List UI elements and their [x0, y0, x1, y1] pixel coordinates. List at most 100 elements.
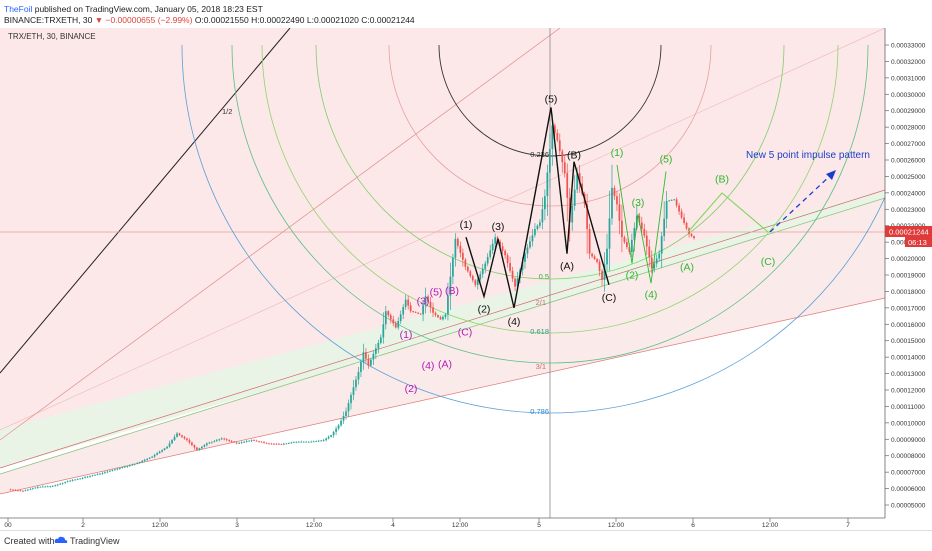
candle-body [230, 440, 233, 442]
candle-body [9, 489, 12, 491]
candle-body [46, 486, 49, 488]
price-tick-label: 0.00023000 [891, 207, 926, 214]
wave-label-black: (4) [508, 316, 521, 328]
open-value: O:0.00021550 [194, 15, 249, 25]
candle-body [412, 311, 415, 312]
waves-layer: (1)(2)(3)(4)(5)(A)(B)(C)(1)(2)(3)(4)(5)(… [400, 93, 776, 394]
candle-body [529, 241, 531, 248]
projected-abc-path [687, 192, 769, 233]
wave-label-purple: (3) [417, 295, 430, 307]
candle-body [287, 442, 290, 444]
candle-body [161, 449, 163, 452]
candle-body [322, 440, 325, 441]
price-tick-label: 0.00031000 [891, 75, 926, 82]
wave-label-black: (3) [492, 221, 505, 233]
fan-zone-lower [0, 198, 885, 494]
price-tick-label: 0.00017000 [891, 305, 926, 312]
candle-body [191, 442, 193, 446]
price-tick-label: 0.00009000 [891, 437, 926, 444]
candle-body [563, 162, 566, 174]
candle-body [305, 441, 308, 443]
candle-body [248, 440, 250, 442]
candle-body [116, 468, 119, 470]
price-chart[interactable]: 0.5 0.618 0.786 0.236 2/1 3/1 1/2 (1) (2)… [0, 28, 932, 530]
candle-body [186, 438, 188, 441]
candle-body [220, 438, 223, 440]
wave-path-black [465, 107, 610, 309]
symbol-line: BINANCE:TRXETH, 30 ▼ −0.00000655 (−2.99%… [4, 15, 415, 25]
candle-body [91, 475, 94, 477]
candle-body [539, 222, 541, 226]
candle-body [466, 266, 469, 272]
time-tick-label: 12:00 [152, 522, 169, 529]
candle-body [168, 443, 171, 447]
axes-layer: 0.00033000 0.00032000 0.00031000 0.00030000… [0, 28, 926, 529]
candle-body [133, 463, 136, 465]
time-tick-label: 2 [81, 522, 85, 529]
candle-body [320, 440, 323, 442]
candle-body [208, 442, 211, 444]
tradingview-brand[interactable]: TradingView [70, 536, 120, 546]
candle-body [439, 317, 442, 320]
time-tick-label: 4 [391, 522, 395, 529]
candle-body [374, 348, 377, 354]
wave-label-green: (B) [715, 174, 729, 186]
candle-body [41, 486, 44, 488]
wave-label-purple: (5) [430, 287, 443, 299]
candle-body [365, 352, 367, 359]
candle-body [138, 462, 141, 464]
candle-body [121, 467, 124, 469]
candle-body [203, 445, 206, 447]
candle-body [225, 439, 228, 441]
candle-body [543, 196, 546, 210]
published-line: TheFoil published on TradingView.com, Ja… [4, 4, 263, 14]
candle-body [447, 295, 449, 315]
chart-panel[interactable]: 0.5 0.618 0.786 0.236 2/1 3/1 1/2 (1) (2)… [0, 28, 932, 530]
price-tick-label: 0.00027000 [891, 141, 926, 148]
candle-body [223, 438, 226, 440]
wave-label-green: (5) [660, 154, 673, 166]
price-tick-label: 0.00019000 [891, 273, 926, 280]
candle-body [399, 314, 402, 321]
candle-body [414, 311, 417, 313]
candle-body [392, 319, 395, 324]
candle-body [626, 242, 628, 248]
candle-body [633, 227, 636, 240]
candle-body [275, 443, 278, 445]
candle-body [250, 440, 253, 441]
candle-body [84, 477, 86, 479]
candle-body [128, 465, 131, 466]
candle-body [459, 245, 462, 253]
price-tick-label: 0.00011000 [891, 404, 925, 411]
candle-body [675, 199, 678, 206]
candle-body [317, 440, 320, 442]
candle-body [509, 263, 511, 271]
author-link[interactable]: TheFoil [4, 4, 33, 14]
candle-body [166, 446, 168, 449]
time-tick-label: 3 [235, 522, 239, 529]
gann-fan-line-e [0, 297, 885, 495]
candle-body [511, 270, 514, 279]
candle-body [86, 476, 89, 478]
wave-path-green [616, 164, 667, 284]
price-tick-label: 0.00014000 [891, 355, 926, 362]
candle-body [551, 125, 554, 150]
candle-body [640, 222, 643, 229]
drawing-layer: 0.5 0.618 0.786 0.236 2/1 3/1 1/2 [0, 28, 885, 518]
candle-body [34, 487, 37, 489]
candle-body [524, 253, 526, 262]
fib-label-0-236: 0.236 [530, 150, 549, 159]
candle-body [340, 420, 342, 426]
candle-body [461, 252, 464, 260]
price-tick-label: 0.00029000 [891, 108, 926, 115]
candle-body [14, 489, 17, 491]
candle-body [156, 453, 159, 455]
countdown-box [905, 237, 932, 247]
candle-body [325, 438, 328, 441]
candle-body [603, 264, 606, 280]
candle-body [300, 441, 303, 443]
candle-body [173, 436, 176, 441]
time-tick-label: 12:00 [452, 522, 469, 529]
candle-body [345, 411, 347, 417]
candle-body [295, 441, 298, 443]
